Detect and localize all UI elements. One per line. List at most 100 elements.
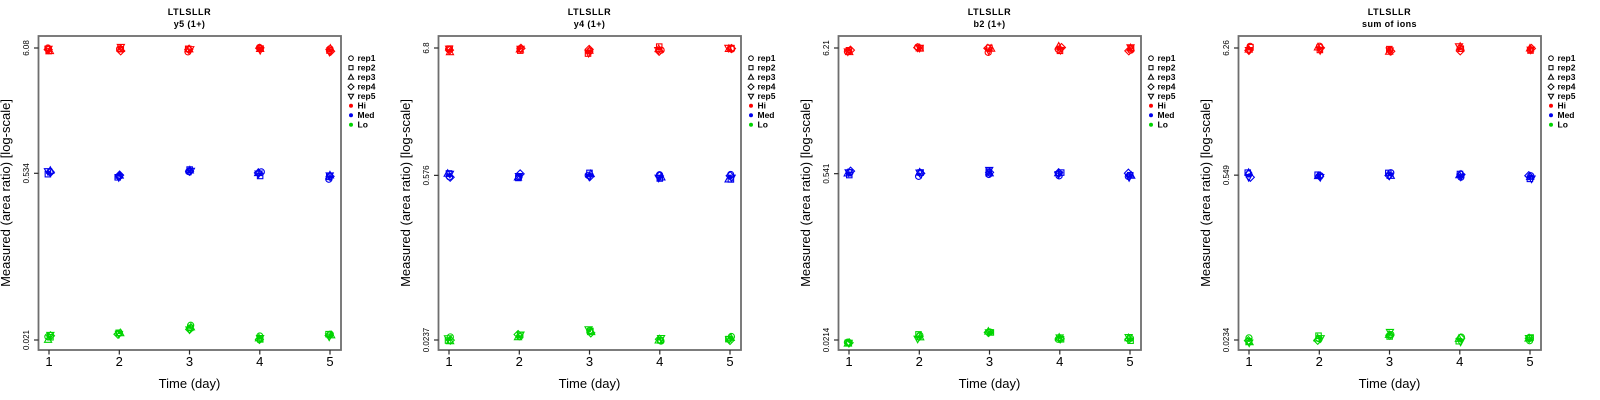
x-tick-label: 3 <box>986 354 993 369</box>
legend-dot-icon-hi <box>1149 103 1153 108</box>
x-tick-label: 1 <box>845 354 852 369</box>
data-point-med-day4-rep4 <box>1456 169 1466 180</box>
legend-label-rep2: rep2 <box>1558 63 1576 73</box>
legend-label-lo: Lo <box>1158 120 1168 130</box>
data-point-mean-dot-hi-day1 <box>47 48 51 53</box>
data-point-mean-dot-hi-day3 <box>187 49 192 54</box>
data-point-mean-dot-hi-day5 <box>728 48 732 53</box>
data-point-mean-dot-lo-day5 <box>1128 337 1132 341</box>
data-point-mean-dot-hi-day1 <box>447 48 451 53</box>
data-point-mean-dot-lo-day4 <box>1058 335 1062 339</box>
y-tick-label: 0.0234 <box>1222 327 1231 352</box>
legend-label-rep1: rep1 <box>758 53 776 63</box>
data-point-mean-dot-med-day5 <box>728 175 732 179</box>
data-point-mean-dot-hi-day4 <box>1058 47 1062 51</box>
x-tick-label: 3 <box>186 354 193 369</box>
data-point-mean-dot-lo-day1 <box>847 339 851 343</box>
x-tick-label: 4 <box>1056 354 1063 369</box>
data-point-mean-dot-med-day3 <box>987 170 992 175</box>
x-tick-label: 4 <box>256 354 263 369</box>
legend-circle-icon <box>1548 55 1554 62</box>
legend-label-rep5: rep5 <box>358 91 376 101</box>
data-point-hi-day3-rep4 <box>183 44 194 55</box>
legend-label-lo: Lo <box>1558 120 1568 130</box>
legend-label-rep1: rep1 <box>1558 53 1576 63</box>
legend-label-rep3: rep3 <box>1158 72 1176 82</box>
data-point-mean-dot-med-day3 <box>587 172 592 177</box>
data-point-mean-dot-med-day1 <box>847 171 851 176</box>
y-tick-label: 6.08 <box>22 40 31 56</box>
legend-label-hi: Hi <box>1158 101 1167 111</box>
y-axis-label: Measured (area ratio) [log-scale] <box>0 99 13 287</box>
data-point-hi-day5-rep5 <box>1526 46 1536 55</box>
y-tick-label: 0.021 <box>22 329 31 350</box>
legend-label-hi: Hi <box>1558 101 1567 111</box>
data-point-lo-day4-rep5 <box>1055 334 1065 343</box>
x-tick-label: 1 <box>45 354 52 369</box>
data-point-mean-dot-hi-day2 <box>117 46 122 51</box>
x-tick-label: 2 <box>1316 354 1323 369</box>
x-tick-label: 2 <box>916 354 923 369</box>
data-point-mean-dot-hi-day3 <box>987 48 992 52</box>
y-tick-label: 6.21 <box>822 40 831 56</box>
legend-square-icon <box>1148 65 1154 71</box>
legend-dot-icon-hi <box>349 103 353 108</box>
panel-y4-1: LTLSLLR y4 (1+) Measured (area ratio) [log… <box>400 7 776 391</box>
data-point-lo-day4-rep4 <box>1455 333 1466 343</box>
data-point-mean-dot-med-day3 <box>187 169 192 173</box>
legend-dot-icon-hi <box>1549 103 1553 108</box>
data-point-mean-dot-med-day1 <box>1247 173 1251 177</box>
legend-diamond-icon <box>1547 83 1555 91</box>
data-point-med-day5-rep4 <box>1523 170 1534 181</box>
data-point-med-day2-rep5 <box>514 172 524 182</box>
legend-diamond-icon <box>747 83 755 91</box>
data-point-mean-dot-med-day4 <box>1458 174 1462 178</box>
legend-square-icon <box>1548 65 1554 71</box>
data-point-mean-dot-hi-day1 <box>1247 47 1251 51</box>
legend-label-rep5: rep5 <box>1158 91 1176 101</box>
data-point-mean-dot-med-day2 <box>1317 173 1322 178</box>
x-axis-label: Time (day) <box>559 376 621 391</box>
y-axis-label: Measured (area ratio) [log-scale] <box>800 99 813 287</box>
data-point-hi-day4-rep5 <box>653 47 663 56</box>
data-point-med-day2-rep4 <box>915 168 926 179</box>
y-tick-label: 6.8 <box>422 42 431 54</box>
plot-box <box>837 35 1142 351</box>
data-point-hi-day5-rep4 <box>726 43 737 54</box>
data-point-mean-dot-med-day2 <box>517 173 522 178</box>
data-point-lo-day5-rep5 <box>324 333 334 342</box>
data-point-mean-dot-hi-day5 <box>328 48 332 53</box>
data-point-lo-day2-rep4 <box>513 329 523 340</box>
legend-label-med: Med <box>358 110 375 120</box>
x-tick-label: 5 <box>1526 354 1533 369</box>
legend-label-rep3: rep3 <box>358 72 376 82</box>
data-point-mean-dot-lo-day1 <box>447 337 451 342</box>
legend-square-icon <box>348 65 354 71</box>
panel-sum-of-ions: LTLSLLR sum of ions Measured (area ratio) … <box>1200 7 1576 391</box>
data-point-mean-dot-lo-day5 <box>328 334 332 338</box>
data-point-mean-dot-hi-day2 <box>517 47 522 51</box>
y-tick-label: 0.549 <box>1222 165 1231 186</box>
legend-dot-icon-med <box>1549 113 1553 118</box>
y-tick-label: 0.534 <box>22 163 31 184</box>
data-point-hi-day3-rep4 <box>584 44 594 55</box>
legend-square-icon <box>748 65 754 71</box>
data-point-mean-dot-lo-day3 <box>187 325 192 329</box>
x-tick-label: 2 <box>116 354 123 369</box>
legend-dot-icon-lo <box>349 122 353 127</box>
data-point-med-day3-rep5 <box>984 166 994 176</box>
legend-circle-icon <box>1148 55 1154 62</box>
data-point-lo-day4-rep4 <box>654 334 665 345</box>
plot-subtitle: sum of ions <box>1362 19 1417 29</box>
data-point-mean-dot-med-day4 <box>258 172 262 176</box>
x-tick-label: 4 <box>656 354 663 369</box>
plot-box <box>437 35 742 351</box>
legend-label-rep2: rep2 <box>1158 63 1176 73</box>
data-point-mean-dot-med-day5 <box>328 174 332 179</box>
plot-title: LTLSLLR <box>968 7 1012 17</box>
data-point-mean-dot-hi-day3 <box>587 49 592 53</box>
data-point-hi-day3-rep5 <box>1385 47 1395 56</box>
